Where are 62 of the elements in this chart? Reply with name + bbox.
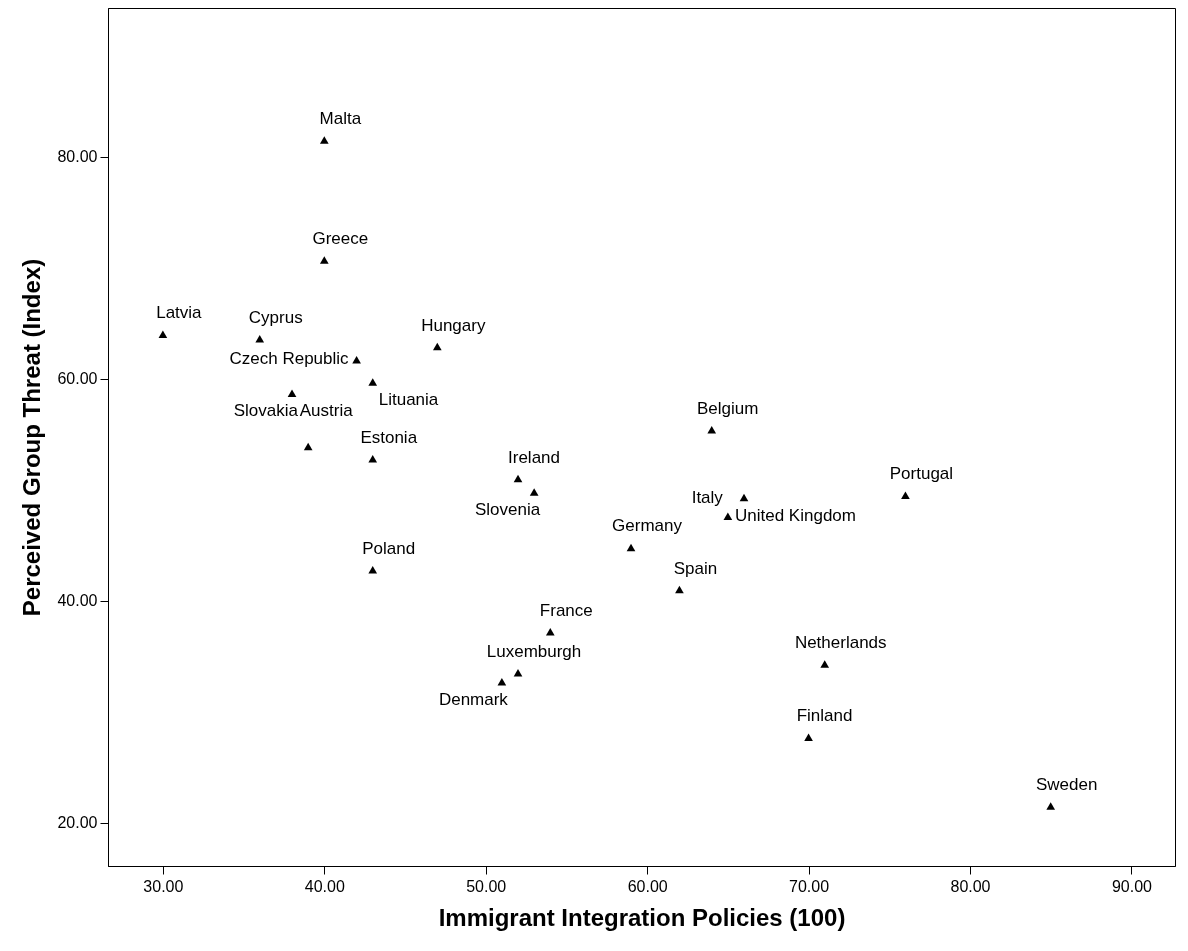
point — [352, 356, 361, 364]
point — [319, 136, 329, 144]
annotation: Greece — [312, 228, 369, 248]
annotation: Poland — [362, 538, 416, 558]
x-axis-title: Immigrant Integration Policies (100) — [438, 903, 846, 931]
annotation: Germany — [612, 516, 683, 536]
annotation: Belgium — [697, 398, 759, 418]
point — [529, 488, 539, 496]
point — [303, 442, 313, 451]
x-tick-label: 50.00 — [466, 877, 507, 895]
point — [432, 342, 442, 351]
annotation: Malta — [319, 109, 362, 129]
annotation: Estonia — [360, 427, 418, 447]
annotation: Sweden — [1035, 775, 1098, 795]
point — [901, 491, 910, 500]
x-tick-label: 30.00 — [143, 877, 184, 895]
x-tick-label: 40.00 — [304, 877, 345, 895]
annotation: Hungary — [421, 315, 486, 335]
point — [158, 330, 168, 339]
y-tick-label: 40.00 — [57, 592, 98, 610]
point — [1046, 802, 1056, 810]
y-tick-label: 80.00 — [57, 148, 98, 166]
annotation: Lituania — [378, 390, 439, 410]
y-tick-label: 20.00 — [57, 814, 98, 832]
annotation: Portugal — [889, 464, 954, 484]
annotation: Spain — [673, 558, 718, 578]
point — [545, 628, 555, 636]
y-tick-label: 60.00 — [57, 370, 98, 388]
point — [723, 512, 733, 521]
annotation: Latvia — [156, 303, 203, 323]
annotation: Slovenia — [474, 499, 541, 519]
point — [626, 543, 636, 552]
point — [287, 389, 297, 397]
point — [368, 565, 378, 574]
annotation: France — [539, 600, 593, 620]
point — [739, 493, 749, 502]
annotation: Denmark — [438, 689, 509, 709]
annotation: Finland — [796, 706, 853, 726]
point — [804, 733, 813, 741]
annotation: Cyprus — [248, 307, 303, 327]
x-tick-label: 90.00 — [1111, 877, 1153, 895]
annotation: Austria — [299, 401, 354, 421]
x-tick-label: 80.00 — [950, 877, 991, 895]
x-tick-label: 70.00 — [789, 877, 830, 895]
point — [368, 378, 378, 386]
annotation: Slovakia — [233, 401, 299, 421]
y-axis-title: Perceived Group Threat (Index) — [18, 258, 46, 617]
point — [368, 454, 378, 463]
point — [513, 669, 523, 677]
point — [675, 585, 684, 594]
point — [820, 660, 830, 668]
annotation: United Kingdom — [735, 506, 856, 526]
annotation: Netherlands — [794, 632, 887, 652]
annotation: Czech Republic — [229, 348, 350, 368]
annotation: Ireland — [508, 447, 560, 467]
point — [255, 335, 265, 343]
annotation: Luxemburgh — [486, 641, 582, 661]
point — [707, 426, 717, 434]
point — [319, 256, 329, 264]
x-tick-label: 60.00 — [627, 877, 668, 895]
annotation: Italy — [691, 488, 724, 508]
point — [513, 474, 523, 483]
